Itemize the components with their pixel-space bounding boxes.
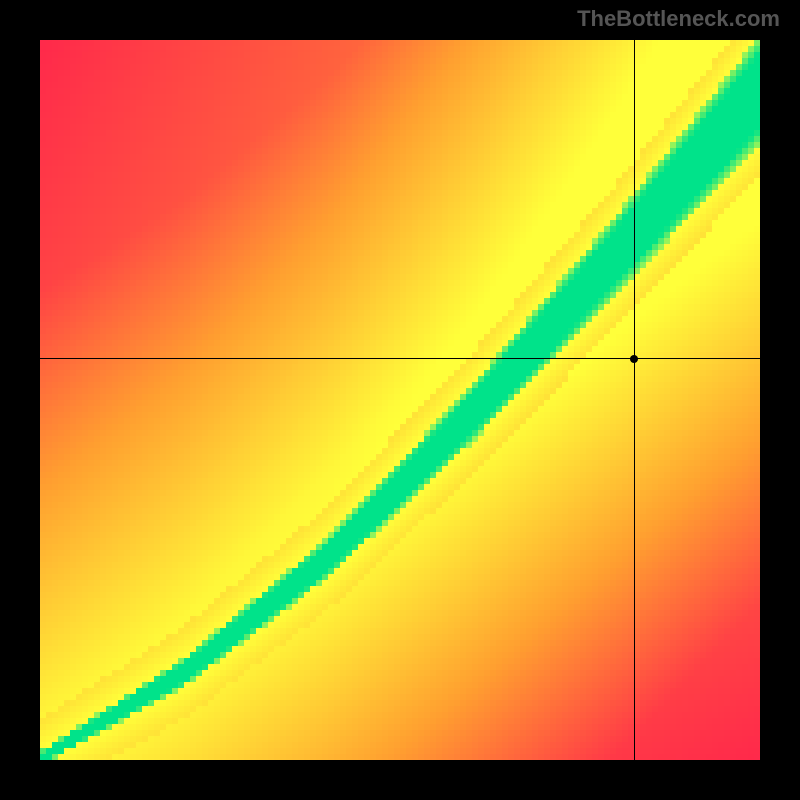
bottleneck-heatmap [40,40,760,760]
crosshair-horizontal [40,358,760,359]
chart-container: TheBottleneck.com [0,0,800,800]
intersection-point [630,355,638,363]
crosshair-vertical [634,40,635,760]
watermark-text: TheBottleneck.com [577,6,780,32]
